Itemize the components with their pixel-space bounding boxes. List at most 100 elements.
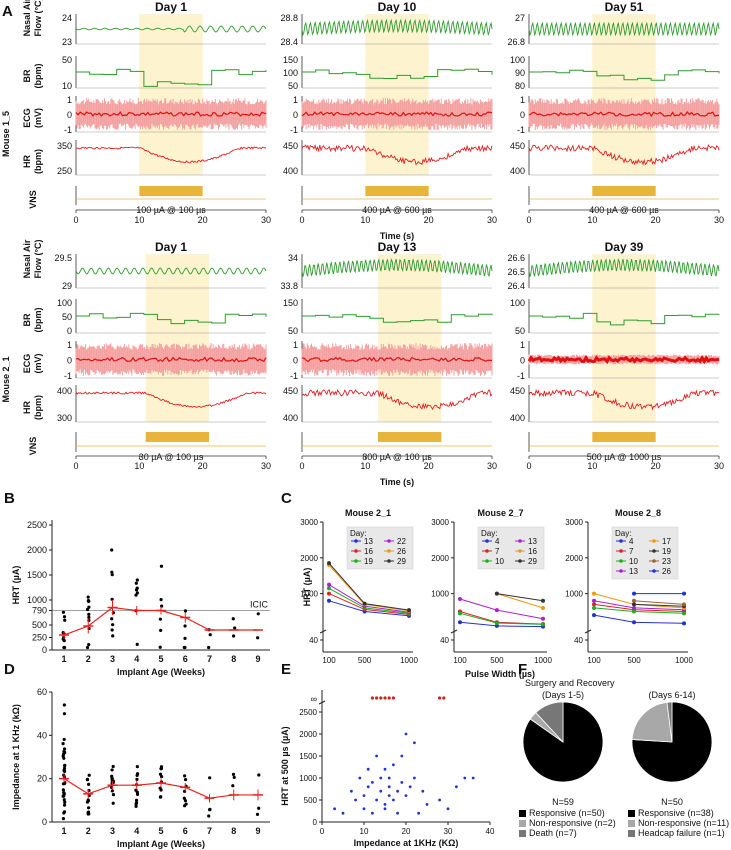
legend-box (477, 526, 545, 570)
panel-label-f: F (518, 661, 527, 678)
subplot-title: Mouse 2_1 (345, 508, 391, 518)
ecg-trace-filtered (302, 356, 492, 363)
vns-bar (378, 432, 442, 442)
legend-entry: 13 (629, 567, 638, 576)
legend-marker (518, 549, 522, 553)
time-tick-label: 30 (714, 461, 724, 471)
time-tick-label: 20 (651, 461, 661, 471)
series-point (494, 620, 499, 625)
y-tick-label: 1000 (431, 590, 449, 599)
legend-entry: Non-responsive (n=11) (638, 818, 729, 828)
row-label-br: BR (22, 69, 32, 82)
nasal-trace (75, 267, 267, 275)
time-tick-label: 30 (487, 215, 497, 225)
pie-n-label: N=50 (661, 797, 683, 807)
y-tick-label: 2500 (27, 520, 47, 530)
mouse-label: Mouse 2_1 (1, 356, 11, 402)
y-tick-label: 40 (309, 636, 318, 645)
data-point (396, 789, 399, 793)
data-point (135, 764, 139, 769)
legend-marker (652, 569, 656, 573)
vns-bar (592, 186, 656, 196)
data-point (134, 801, 139, 805)
ecg-tick: -1 (64, 125, 72, 135)
series-point (541, 622, 545, 627)
x-tick-label: 2 (86, 654, 91, 664)
nasal-tick: 28.4 (280, 37, 298, 47)
vns-bar (592, 432, 656, 442)
row-label-br-2: (bpm) (33, 64, 43, 89)
br-trace (76, 68, 267, 87)
hr-tick: 350 (57, 141, 72, 151)
series-line (496, 593, 544, 602)
data-point (362, 807, 366, 811)
ecg-tick: -1 (517, 371, 525, 381)
hr-trace (75, 391, 267, 409)
series-point (327, 591, 331, 596)
pie-slice (535, 701, 564, 744)
data-point (62, 810, 67, 814)
pie-n-label: N=59 (552, 797, 574, 807)
x-tick-label: 1000 (534, 656, 552, 665)
legend-entry: Death (n=7) (529, 828, 577, 838)
time-tick-label: 10 (587, 461, 597, 471)
row-label-hr-2: (bpm) (33, 395, 43, 420)
data-point (379, 789, 383, 793)
infinite-hrt-point (375, 696, 379, 700)
x-tick-label: 1000 (400, 656, 418, 665)
panel-label-c: C (281, 490, 292, 507)
br-trace (529, 69, 720, 81)
ecg-tick: -1 (290, 125, 298, 135)
data-point (61, 817, 66, 821)
stim-shade (592, 14, 656, 175)
nasal-tick: 33.8 (280, 281, 298, 291)
row-label-ecg-2: (mV) (33, 353, 43, 373)
data-point (134, 593, 138, 597)
x-tick-label: 500 (358, 656, 372, 665)
row-label-vns: VNS (28, 190, 38, 209)
legend-entry: 19 (662, 547, 671, 556)
time-tick-label: 20 (198, 461, 208, 471)
data-point (61, 782, 66, 786)
nasal-tick: 29 (62, 281, 72, 291)
data-point (183, 778, 188, 782)
br-tick: 100 (283, 68, 298, 78)
series-point (327, 582, 331, 587)
x-tick-label: 7 (207, 826, 212, 836)
y-tick-label: 2000 (299, 730, 317, 739)
x-tick-label: 5 (158, 654, 163, 664)
time-tick-label: 30 (714, 215, 724, 225)
x-tick-label: 100 (453, 656, 467, 665)
data-point (408, 785, 412, 789)
legend-entry: Responsive (n=50) (529, 808, 605, 818)
br-tick: 90 (515, 68, 525, 78)
legend-marker (619, 559, 623, 563)
data-point (111, 623, 115, 627)
row-label-nasal-2: Flow (°C) (33, 239, 43, 278)
y-tick-label: 0 (42, 645, 47, 655)
data-point (159, 795, 163, 799)
legend-entry: 13 (364, 537, 373, 546)
icic-annotation: ICIC (250, 600, 269, 610)
series-point (541, 616, 545, 621)
data-point (383, 767, 387, 771)
data-point (85, 607, 90, 612)
series-point (632, 620, 636, 625)
data-point (471, 776, 475, 780)
br-tick: 150 (283, 298, 298, 308)
x-tick-label: 100 (587, 656, 601, 665)
legend-entry: 4 (629, 537, 634, 546)
data-point (62, 639, 66, 643)
br-tick: 50 (288, 326, 298, 336)
nasal-tick: 29.5 (54, 253, 72, 263)
y-tick-label: 2500 (299, 708, 317, 717)
nasal-trace (528, 21, 720, 37)
hr-trace (528, 144, 720, 166)
nasal-trace (301, 18, 493, 37)
br-trace (302, 313, 493, 323)
series-point (458, 620, 462, 625)
data-point (86, 598, 90, 603)
time-tick-label: 30 (261, 215, 271, 225)
